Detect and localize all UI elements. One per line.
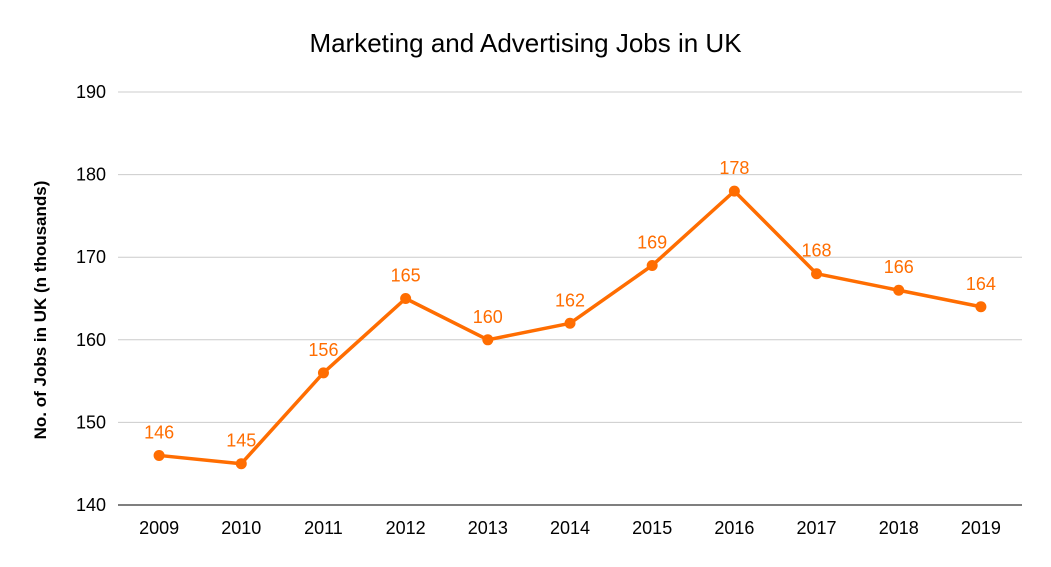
- data-point: [400, 293, 412, 304]
- gridlines: [118, 91, 1022, 506]
- data-label: 162: [555, 290, 585, 310]
- data-point: [811, 268, 823, 280]
- data-point: [317, 367, 329, 379]
- data-point: [235, 458, 247, 470]
- data-point: [482, 334, 494, 346]
- x-tick-label: 2010: [221, 518, 261, 538]
- series-group: 146 145 156 165 160 162 169 178 168 166 164: [144, 158, 996, 470]
- x-tick-label: 2018: [879, 518, 919, 538]
- x-tick-label: 2016: [714, 518, 754, 538]
- data-point: [564, 317, 576, 329]
- y-tick-label: 180: [76, 165, 106, 185]
- data-label: 165: [391, 266, 421, 286]
- data-label: 145: [226, 431, 256, 451]
- data-label: 164: [966, 274, 996, 294]
- data-point: [893, 284, 905, 296]
- x-tick-label: 2015: [632, 518, 672, 538]
- data-label: 168: [802, 241, 832, 261]
- data-point: [728, 185, 740, 197]
- data-label: 156: [308, 340, 338, 360]
- data-label: 169: [637, 232, 667, 252]
- data-point: [153, 449, 165, 461]
- x-tick-label: 2009: [139, 518, 179, 538]
- x-tick-label: 2012: [386, 518, 426, 538]
- y-tick-label: 140: [76, 495, 106, 515]
- data-label: 166: [884, 257, 914, 277]
- chart-title: Marketing and Advertising Jobs in UK: [309, 28, 742, 58]
- x-tick-label: 2014: [550, 518, 590, 538]
- x-tick-label: 2017: [797, 518, 837, 538]
- data-label: 160: [473, 307, 503, 327]
- x-axis-ticks: 2009 2010 2011 2012 2013 2014 2015 2016 2017 2018…: [139, 518, 1001, 538]
- x-tick-label: 2013: [468, 518, 508, 538]
- data-label: 146: [144, 422, 174, 442]
- x-tick-label: 2011: [304, 518, 343, 538]
- y-tick-label: 150: [76, 412, 106, 432]
- y-tick-label: 190: [76, 82, 106, 102]
- y-axis-title: No. of Jobs in UK (n thousands): [31, 181, 50, 440]
- data-label: 178: [719, 158, 749, 178]
- y-tick-label: 170: [76, 247, 106, 267]
- y-axis-ticks: 140 150 160 170 180 190: [76, 82, 106, 515]
- y-tick-label: 160: [76, 330, 106, 350]
- x-tick-label: 2019: [961, 518, 1001, 538]
- data-point: [646, 259, 658, 271]
- data-point: [975, 301, 987, 313]
